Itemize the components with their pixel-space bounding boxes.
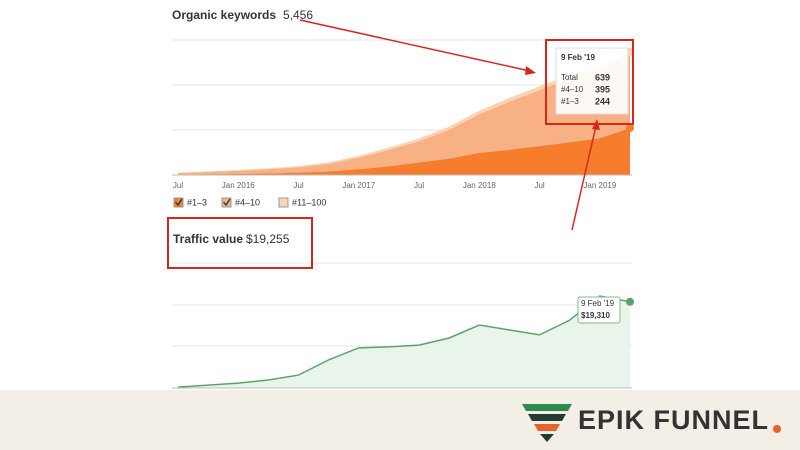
arrow: [571, 125, 597, 231]
legend-label: #4–10: [235, 197, 260, 207]
headline: 5,456: [283, 8, 313, 22]
x-tick-label: Jul: [293, 181, 303, 190]
tooltip-value: 395: [595, 84, 610, 94]
banner: [0, 390, 800, 450]
tooltip: [555, 47, 629, 115]
x-tick-label: Jul: [414, 181, 424, 190]
area-fill: [178, 296, 630, 388]
arrow-head: [525, 66, 536, 75]
tooltip-value: $19,310: [581, 311, 610, 320]
legend-checkbox[interactable]: [173, 197, 184, 208]
x-tick-label: Jan 2016: [222, 181, 255, 190]
legend-label: #1–3: [187, 197, 207, 207]
legend-label: #11–100: [292, 197, 326, 207]
legend-checkbox[interactable]: [278, 197, 289, 208]
logo-icon: [522, 404, 572, 442]
highlight-box: [167, 217, 313, 269]
check-mark: [223, 198, 231, 207]
logo-stripe: [540, 434, 554, 442]
check-mark: [175, 198, 183, 207]
end-point: [626, 297, 634, 306]
tooltip-label: Total: [561, 73, 578, 82]
x-tick-label: Jan 2019: [583, 181, 616, 190]
end-point: [626, 123, 634, 132]
tooltip-value: 244: [595, 96, 610, 106]
logo-stripe: [528, 414, 566, 421]
line: [177, 295, 631, 388]
tooltip: [577, 296, 621, 324]
chart-title: Organic keywords: [172, 8, 276, 22]
tooltip-rows: Total 639 #4–10 395 #1–3 244: [561, 72, 610, 106]
legend: #1–3 #4–10 #11–100: [173, 197, 326, 208]
tooltip-value: 639: [595, 72, 610, 82]
x-tick-label: Jan 2018: [463, 181, 496, 190]
x-tick-label: Jul: [534, 181, 544, 190]
logo-text: EPIK FUNNEL: [578, 405, 769, 435]
chart-title: Traffic value: [173, 232, 243, 246]
x-tick-label: Jul: [173, 181, 183, 190]
arrow-head: [592, 119, 600, 130]
tooltip-label: #4–10: [561, 85, 584, 94]
tooltip-date: 9 Feb '19: [581, 299, 615, 308]
tooltip-date: 9 Feb '19: [561, 53, 595, 62]
legend-checkbox[interactable]: [221, 197, 232, 208]
logo-dot: [773, 425, 781, 433]
headline: $19,255: [246, 232, 290, 246]
logo-stripe: [522, 404, 572, 411]
area: [178, 51, 630, 175]
x-tick-label: Jan 2017: [342, 181, 375, 190]
tooltip-label: #1–3: [561, 97, 579, 106]
area: [178, 127, 630, 175]
arrow: [299, 19, 531, 72]
logo-stripe: [534, 424, 560, 431]
highlight-box: [545, 39, 634, 125]
